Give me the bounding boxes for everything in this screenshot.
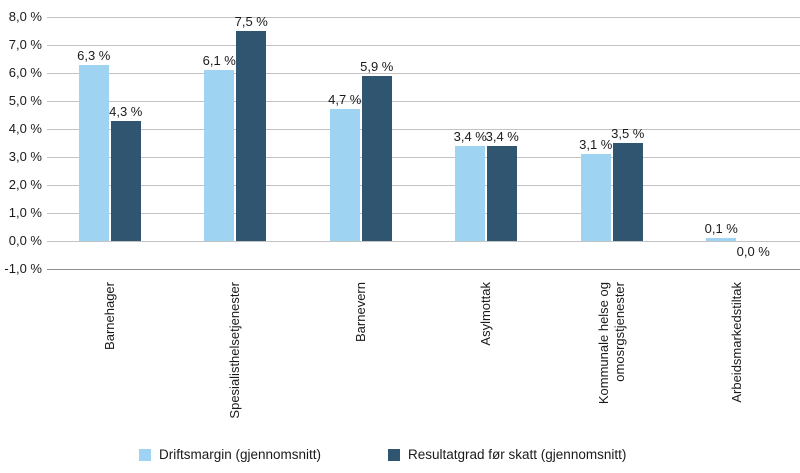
bar-value-label: 3,5 % <box>611 126 645 141</box>
gridline <box>47 241 800 242</box>
legend-label: Resultatgrad før skatt (gjennomsnitt) <box>408 447 627 462</box>
gridline <box>47 101 800 102</box>
bar <box>110 120 141 241</box>
bar <box>580 154 611 241</box>
legend-item: Driftsmargin (gjennomsnitt) <box>139 447 321 463</box>
x-axis-category-label: Arbeidsmarkedstiltak <box>729 282 745 403</box>
bar-value-label: 0,0 % <box>736 244 770 259</box>
x-axis-category-label: Kommunale helse og omosrgstjenester <box>595 282 627 405</box>
y-axis-tick-label: 3,0 % <box>8 149 42 164</box>
bar-value-label: 4,7 % <box>328 92 362 108</box>
y-axis-tick-label: 1,0 % <box>8 205 42 220</box>
gridline <box>47 17 800 18</box>
bar <box>236 31 267 241</box>
bar-value-label: 3,4 % <box>485 128 519 144</box>
bar <box>487 145 518 241</box>
y-axis-tick-label: 5,0 % <box>8 93 42 108</box>
bar-value-label: 3,1 % <box>579 137 613 153</box>
bar-value-label: 5,9 % <box>360 58 394 74</box>
gridline <box>47 73 800 74</box>
gridline <box>47 45 800 46</box>
x-axis-category-label: Spesialisthelsetjenester <box>227 282 243 419</box>
bar <box>455 145 486 241</box>
gridline <box>47 213 800 214</box>
y-axis-tick-label: 0,0 % <box>8 233 42 248</box>
gridline <box>47 185 800 186</box>
y-axis-tick-label: 7,0 % <box>8 37 42 52</box>
bar <box>612 143 643 241</box>
x-axis-category-label: Asylmottak <box>478 282 494 346</box>
bar <box>78 64 109 241</box>
bar <box>329 109 360 241</box>
bar-value-label: 6,1 % <box>202 53 236 69</box>
legend-swatch-icon <box>388 449 400 461</box>
bar-value-label: 4,3 % <box>109 103 143 119</box>
gridline <box>47 157 800 158</box>
bar <box>361 75 392 241</box>
y-axis-tick-label: 8,0 % <box>8 9 42 24</box>
legend-item: Resultatgrad før skatt (gjennomsnitt) <box>388 447 626 463</box>
bar <box>706 238 737 241</box>
bar-value-label: 7,5 % <box>234 14 268 29</box>
bar-value-label: 6,3 % <box>77 47 111 63</box>
legend-label: Driftsmargin (gjennomsnitt) <box>159 447 322 462</box>
y-axis-tick-label: -1,0 % <box>4 261 42 276</box>
y-axis-tick-label: 4,0 % <box>8 121 42 136</box>
x-axis-category-label: Barnevern <box>352 282 368 342</box>
legend-swatch-icon <box>139 449 151 461</box>
gridline <box>47 269 800 270</box>
x-axis-category-label: Barnehager <box>101 282 117 350</box>
bar-value-label: 3,4 % <box>453 128 487 144</box>
bar-value-label: 0,1 % <box>704 221 738 237</box>
y-axis-tick-label: 2,0 % <box>8 177 42 192</box>
bar <box>204 70 235 241</box>
gridline <box>47 129 800 130</box>
y-axis-tick-label: 6,0 % <box>8 65 42 80</box>
